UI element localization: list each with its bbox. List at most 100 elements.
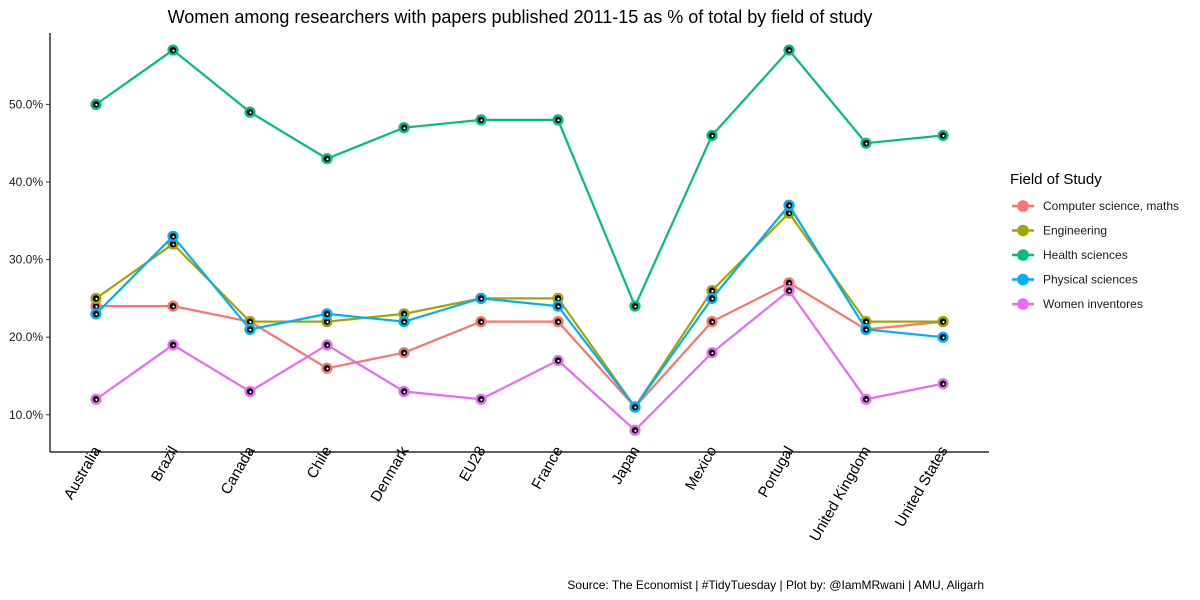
legend-item: Computer science, maths	[1012, 199, 1179, 213]
x-tick-label: Chile	[304, 444, 336, 482]
data-point-highlight	[480, 321, 483, 324]
legend-marker	[1017, 200, 1029, 212]
data-point-highlight	[634, 429, 637, 432]
y-tick-label: 40.0%	[9, 175, 43, 189]
data-point-highlight	[249, 390, 252, 394]
data-point-highlight	[942, 336, 945, 339]
data-point-highlight	[172, 305, 175, 308]
legend-label: Computer science, maths	[1043, 199, 1179, 213]
data-point-highlight	[942, 383, 945, 386]
y-axis-ticks: 10.0% 20.0% 30.0% 40.0% 50.0%	[9, 97, 50, 422]
data-point-highlight	[711, 297, 714, 300]
data-point-highlight	[95, 297, 98, 300]
data-point-highlight	[326, 313, 329, 316]
legend-title: Field of Study	[1010, 171, 1102, 188]
data-point-highlight	[865, 321, 868, 324]
data-point-highlight	[711, 134, 714, 138]
data-point-highlight	[326, 367, 329, 370]
data-point-highlight	[711, 321, 714, 324]
data-point-highlight	[403, 352, 406, 355]
data-point-highlight	[249, 321, 252, 324]
data-point-highlight	[403, 390, 406, 394]
x-tick-label: United States	[892, 444, 952, 530]
plot-area	[90, 44, 949, 436]
legend-label: Health sciences	[1043, 248, 1128, 262]
data-point-highlight	[403, 313, 406, 316]
series-group	[90, 207, 949, 413]
series-line	[95, 204, 944, 409]
data-point-highlight	[95, 313, 98, 316]
x-tick-label: Mexico	[682, 444, 720, 494]
data-point-highlight	[557, 305, 560, 308]
x-tick-label: France	[528, 444, 566, 493]
data-point-highlight	[480, 297, 483, 300]
legend-label: Women inventores	[1043, 297, 1143, 311]
legend-marker	[1017, 298, 1029, 310]
x-tick-label: Canada	[217, 443, 258, 498]
x-tick-label: United Kingdom	[806, 444, 874, 545]
data-point-highlight	[788, 49, 791, 52]
data-point-highlight	[788, 290, 791, 293]
series-group	[90, 285, 949, 436]
data-point-highlight	[711, 352, 714, 355]
data-point-highlight	[557, 321, 560, 324]
legend: Field of Study Computer science, maths En…	[1010, 171, 1179, 311]
data-point-highlight	[95, 398, 98, 401]
chart-caption: Source: The Economist | #TidyTuesday | P…	[567, 578, 984, 592]
legend-label: Engineering	[1043, 224, 1107, 238]
data-point-highlight	[865, 142, 868, 145]
x-tick-label: EU28	[456, 444, 489, 485]
legend-marker	[1017, 249, 1029, 261]
y-tick-label: 10.0%	[9, 408, 43, 422]
data-point-highlight	[865, 398, 868, 401]
data-point-highlight	[942, 321, 945, 324]
legend-item: Engineering	[1012, 224, 1107, 238]
data-point-highlight	[95, 305, 98, 308]
y-tick-label: 30.0%	[9, 253, 43, 267]
legend-marker	[1017, 273, 1029, 286]
series-group	[90, 44, 949, 312]
y-tick-label: 50.0%	[9, 97, 43, 111]
legend-item: Women inventores	[1012, 297, 1143, 311]
legend-item: Physical sciences	[1012, 273, 1138, 287]
data-point-highlight	[326, 158, 329, 161]
y-tick-label: 20.0%	[9, 330, 43, 344]
data-point-highlight	[326, 321, 329, 324]
data-point-highlight	[403, 127, 406, 130]
data-point-highlight	[249, 111, 252, 114]
data-point-highlight	[865, 328, 868, 332]
data-point-highlight	[172, 49, 175, 52]
series-line	[95, 289, 944, 432]
data-point-highlight	[172, 243, 175, 246]
data-point-highlight	[634, 305, 637, 308]
data-point-highlight	[634, 406, 637, 409]
legend-items: Computer science, maths Engineering Health…	[1012, 199, 1179, 311]
series-group	[90, 199, 949, 413]
data-point-highlight	[95, 103, 98, 106]
chart-title: Women among researchers with papers publ…	[168, 7, 873, 27]
legend-marker	[1017, 224, 1029, 237]
data-point-highlight	[557, 119, 560, 122]
data-point-highlight	[711, 290, 714, 293]
x-tick-label: Japan	[608, 444, 643, 488]
data-point-highlight	[942, 134, 945, 138]
data-point-highlight	[326, 344, 329, 347]
data-point-highlight	[172, 235, 175, 238]
data-point-highlight	[172, 344, 175, 347]
data-point-highlight	[249, 328, 252, 332]
legend-label: Physical sciences	[1043, 273, 1138, 287]
data-point-highlight	[788, 212, 791, 215]
x-tick-label: Brazil	[148, 444, 181, 485]
series-line	[95, 211, 943, 409]
axes	[49, 33, 989, 453]
data-point-highlight	[788, 204, 791, 207]
data-point-highlight	[480, 398, 483, 401]
data-point-highlight	[557, 359, 560, 363]
data-point-highlight	[557, 297, 560, 300]
series-line	[95, 48, 944, 308]
x-axis-ticks: Australia Brazil Canada Chile Denmark EU28 Fra…	[61, 443, 952, 545]
data-point-highlight	[403, 321, 406, 324]
data-point-highlight	[480, 119, 483, 122]
data-point-highlight	[788, 282, 791, 285]
